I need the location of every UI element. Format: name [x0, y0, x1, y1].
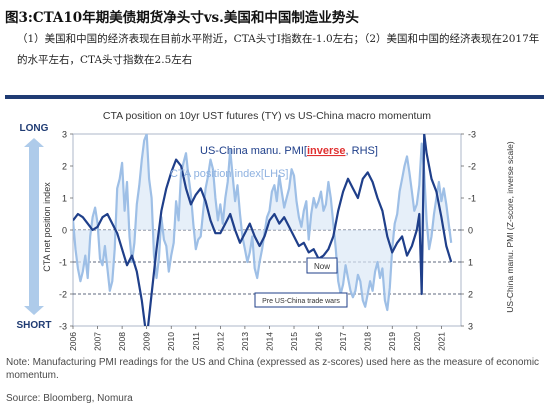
cta-vs-pmi-chart: CTA position on 10yr UST futures (TY) vs…	[17, 110, 516, 351]
long-short-arrow	[24, 138, 44, 315]
left-tick-label-5: 2	[62, 162, 67, 172]
figure-title: 图3:CTA10年期美债期货净头寸vs.美国和中国制造业势头	[5, 10, 359, 26]
right-tick-label-3: 0	[468, 226, 473, 236]
pmi-series-label: US-China manu. PMI[inverse, RHS]	[200, 145, 378, 157]
trade-war-annotation-box	[254, 292, 348, 308]
x-tick-label-10: 2016	[314, 332, 324, 351]
x-tick-label-2: 2008	[117, 332, 127, 351]
x-tick-label-7: 2013	[240, 332, 250, 351]
long-label: LONG	[20, 123, 49, 134]
pmi-line	[73, 134, 453, 326]
trade-war-annotation: Pre US-China trade wars	[262, 298, 340, 305]
chart-title: CTA position on 10yr UST futures (TY) vs…	[103, 110, 431, 122]
left-tick-label-4: 1	[62, 194, 67, 204]
right-tick-label-4: 1	[468, 258, 473, 268]
chart-panel: CTA position on 10yr UST futures (TY) vs…	[5, 95, 544, 354]
left-tick-label-2: -1	[59, 258, 67, 268]
now-annotation-box	[306, 257, 338, 274]
x-tick-label-13: 2019	[387, 332, 397, 351]
x-tick-label-6: 2012	[215, 332, 225, 351]
left-tick-label-0: -3	[59, 322, 67, 332]
cta-area	[73, 134, 452, 310]
pmi-label-inverse: inverse	[307, 145, 346, 157]
right-tick-label-0: -3	[468, 130, 476, 140]
right-axis-label: US-China manu. PMI (Z-score, inverse sca…	[505, 141, 515, 313]
x-tick-label-15: 2021	[436, 332, 446, 351]
left-tick-label-3: 0	[62, 226, 67, 236]
figure-description: （1）美国和中国的经济表现在目前水平附近，CTA头寸I指数在-1.0左右；（2）…	[17, 33, 540, 66]
cta-line	[73, 134, 453, 312]
x-tick-label-8: 2014	[264, 332, 274, 351]
x-tick-label-4: 2010	[166, 332, 176, 351]
x-tick-label-14: 2020	[412, 332, 422, 351]
left-axis-label: CTA net position index	[42, 182, 52, 272]
right-tick-label-1: -2	[468, 162, 476, 172]
now-annotation: Now	[314, 262, 330, 271]
left-tick-label-1: -2	[59, 290, 67, 300]
left-tick-label-6: 3	[62, 130, 67, 140]
x-tick-label-9: 2015	[289, 332, 299, 351]
chart-source: Source: Bloomberg, Nomura	[6, 393, 133, 404]
right-tick-label-2: -1	[468, 194, 476, 204]
pmi-label-suffix: , RHS]	[346, 145, 378, 157]
right-tick-label-6: 3	[468, 322, 473, 332]
x-tick-label-11: 2017	[338, 332, 348, 351]
x-tick-label-1: 2007	[93, 332, 103, 351]
pmi-label-prefix: US-China manu. PMI[	[200, 145, 307, 157]
x-tick-label-3: 2009	[142, 332, 152, 351]
short-label: SHORT	[17, 320, 52, 331]
x-tick-label-0: 2006	[68, 332, 78, 351]
cta-series-label: CTA position index[LHS]	[170, 168, 288, 180]
x-tick-label-12: 2018	[363, 332, 373, 351]
x-tick-label-5: 2011	[191, 332, 201, 351]
chart-note: Note: Manufacturing PMI readings for the…	[6, 357, 540, 381]
right-tick-label-5: 2	[468, 290, 473, 300]
